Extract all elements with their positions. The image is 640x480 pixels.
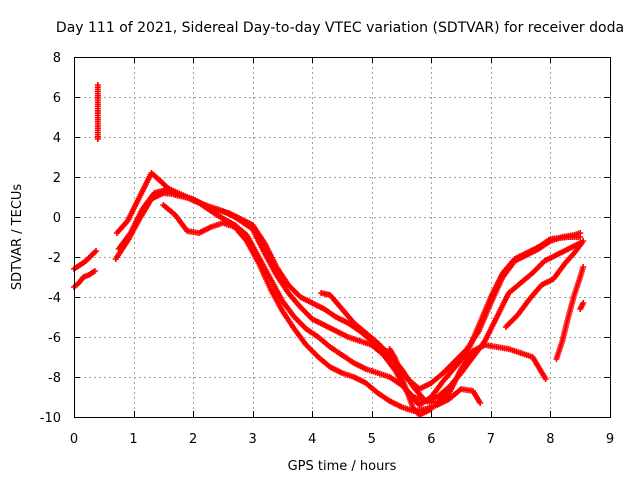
- series-track-5: [318, 290, 549, 406]
- x-tick-label: 6: [427, 432, 435, 447]
- y-tick-label: 4: [53, 131, 61, 146]
- data-points: [71, 82, 587, 418]
- x-tick-label: 5: [368, 432, 376, 447]
- y-tick-label: 8: [53, 51, 61, 66]
- data-point: [580, 300, 587, 306]
- data-point: [580, 238, 587, 244]
- series-track-6: [386, 346, 435, 418]
- plot-frame: [74, 57, 611, 418]
- y-tick-label: 0: [53, 211, 61, 226]
- x-tick-label: 7: [487, 432, 495, 447]
- data-point: [91, 268, 98, 274]
- series-late-segment-c: [577, 300, 587, 312]
- x-tick-label: 2: [189, 432, 197, 447]
- series-track-3: [112, 190, 584, 404]
- y-tick-label: 2: [53, 171, 61, 186]
- series-track-4: [160, 202, 484, 414]
- data-point: [477, 400, 484, 406]
- y-axis-label: SDTVAR / TECUs: [10, 184, 25, 291]
- series-outliers: [94, 82, 101, 142]
- data-point: [580, 264, 587, 270]
- x-tick-label: 9: [606, 432, 614, 447]
- y-tick-label: -4: [48, 291, 61, 306]
- data-point: [542, 376, 549, 382]
- data-point: [93, 248, 100, 254]
- y-tick-label: -2: [48, 251, 61, 266]
- y-tick-labels: 8 6 4 2 0 -2 -4 -6 -8 -10: [40, 51, 61, 426]
- x-tick-label: 0: [70, 432, 78, 447]
- x-tick-labels: 0 1 2 3 4 5 6 7 8 9: [70, 432, 614, 447]
- chart-title: Day 111 of 2021, Sidereal Day-to-day VTE…: [56, 20, 624, 36]
- y-tick-label: 6: [53, 91, 61, 106]
- series-late-segment-b: [553, 264, 587, 362]
- y-tick-label: -10: [40, 411, 61, 426]
- x-axis-label: GPS time / hours: [288, 459, 397, 474]
- x-tick-label: 8: [546, 432, 554, 447]
- data-point: [94, 136, 101, 142]
- series-early-segment-b: [71, 268, 98, 290]
- data-point: [577, 234, 584, 240]
- axis-ticks: [74, 57, 611, 418]
- x-tick-label: 4: [308, 432, 316, 447]
- y-tick-label: -8: [48, 371, 61, 386]
- x-tick-label: 3: [249, 432, 257, 447]
- y-tick-label: -6: [48, 331, 61, 346]
- x-tick-label: 1: [129, 432, 137, 447]
- series-late-segment-a: [502, 238, 587, 330]
- grid: [74, 57, 610, 417]
